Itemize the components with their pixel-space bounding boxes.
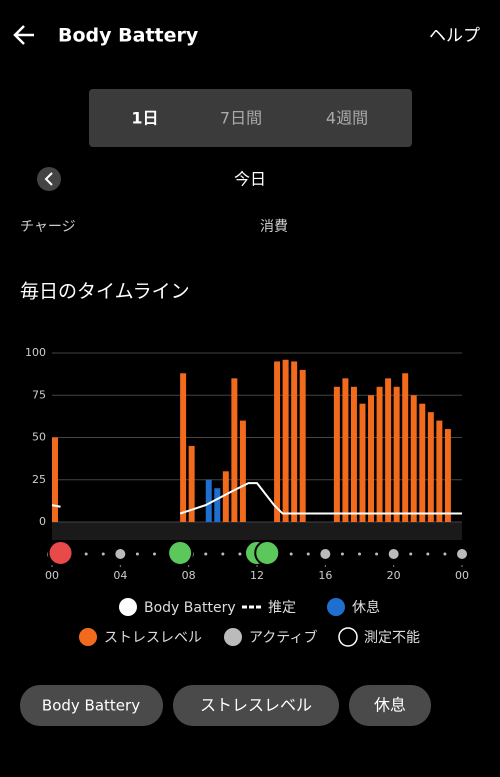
help-link[interactable]: ヘルプ — [429, 26, 480, 46]
bar — [291, 361, 298, 522]
prev-day[interactable] — [37, 167, 61, 191]
timeline-dot — [320, 549, 331, 559]
bar — [205, 479, 212, 522]
timeline-dot — [101, 552, 105, 556]
bar — [444, 429, 451, 522]
x-tick-label: 00 — [45, 569, 59, 582]
bar — [436, 420, 443, 522]
timeline-dot — [443, 552, 447, 556]
button-label[interactable]: 休息 — [374, 696, 406, 715]
legend-label: Body Battery — [144, 600, 236, 616]
timeline-dot — [358, 552, 361, 556]
filter-button[interactable] — [349, 685, 431, 726]
charge-label: チャージ — [20, 219, 76, 235]
timeline-dot — [84, 552, 88, 556]
bar — [222, 471, 229, 522]
legend-swatch — [119, 598, 137, 616]
activity-icon — [47, 540, 74, 566]
legend-swatch — [224, 628, 242, 646]
bar — [368, 395, 375, 522]
y-tick-label: 100 — [25, 346, 46, 359]
header-title: Body Battery — [58, 25, 199, 47]
line — [51, 482, 462, 515]
y-tick-label: 25 — [32, 473, 46, 486]
timeline-dot — [306, 552, 310, 556]
x-tick-label: 04 — [113, 569, 127, 582]
date-label: 今日 — [234, 170, 266, 189]
activity-strip — [52, 522, 462, 540]
tab-bar — [89, 89, 412, 147]
legend-swatch — [338, 627, 358, 647]
drain-label: 消費 — [260, 219, 288, 235]
bar — [214, 488, 221, 522]
button-label[interactable]: ストレスレベル — [200, 696, 312, 715]
bar — [274, 361, 281, 522]
back-arrow[interactable] — [13, 25, 34, 45]
y-tick-label: 0 — [39, 515, 46, 528]
y-tick-label: 75 — [32, 388, 46, 401]
bar — [239, 420, 246, 522]
timeline-dot — [340, 552, 344, 556]
x-tick-label: 12 — [250, 569, 264, 582]
bar — [393, 386, 400, 522]
tab[interactable]: 7日間 — [220, 109, 262, 128]
timeline-dot — [289, 552, 293, 556]
timeline-dot — [457, 549, 467, 559]
legend-label: アクティブ — [249, 629, 317, 646]
prev-icon — [44, 172, 53, 186]
filter-button[interactable] — [20, 685, 163, 726]
y-tick-label: 50 — [32, 431, 46, 444]
x-tick-label: 08 — [182, 569, 196, 582]
timeline-dot — [375, 552, 379, 556]
bar — [231, 378, 238, 522]
timeline-dot — [135, 552, 139, 556]
button-label[interactable]: Body Battery — [42, 697, 140, 715]
legend-label: 休息 — [352, 599, 380, 616]
bar — [180, 373, 187, 522]
legend-label: ストレスレベル — [104, 630, 202, 646]
bar — [410, 395, 417, 522]
timeline-dot — [115, 549, 126, 559]
timeline-dot — [238, 552, 242, 556]
timeline-dot — [204, 552, 208, 556]
timeline-dot — [409, 552, 413, 556]
timeline-dot — [153, 552, 156, 556]
bar — [419, 403, 426, 522]
bar — [282, 359, 289, 522]
bar — [402, 373, 409, 522]
bar — [342, 378, 349, 522]
filter-button[interactable] — [173, 685, 339, 726]
legend-label: 推定 — [268, 600, 296, 616]
activity-icon — [254, 540, 281, 566]
legend-swatch — [79, 628, 97, 646]
bar — [350, 386, 357, 522]
bar — [52, 437, 58, 522]
section-title: 毎日のタイムライン — [20, 281, 190, 303]
bar — [385, 378, 392, 522]
tab[interactable]: 4週間 — [326, 109, 368, 128]
bar — [299, 369, 306, 522]
x-tick-label: 16 — [318, 569, 332, 582]
bar — [427, 412, 434, 522]
tab[interactable]: 1日 — [131, 109, 158, 128]
timeline-dot — [426, 552, 430, 556]
activity-icon — [167, 540, 194, 566]
legend-label: 測定不能 — [364, 630, 420, 646]
timeline-dot — [388, 549, 399, 559]
bar — [188, 445, 195, 522]
bar — [333, 386, 340, 522]
timeline-dot — [221, 552, 225, 556]
x-tick-label: 20 — [387, 569, 401, 582]
legend-swatch — [327, 598, 345, 616]
bar — [376, 386, 383, 522]
x-tick-label: 00 — [455, 569, 469, 582]
bar — [359, 403, 366, 522]
